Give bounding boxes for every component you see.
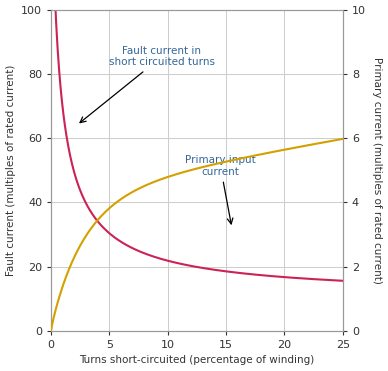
X-axis label: Turns short-circuited (percentage of winding): Turns short-circuited (percentage of win… (79, 355, 315, 365)
Y-axis label: Fault current (multiples of rated current): Fault current (multiples of rated curren… (5, 65, 16, 276)
Text: Fault current in
short circuited turns: Fault current in short circuited turns (80, 46, 215, 122)
Text: Primary input
current: Primary input current (185, 155, 256, 224)
Y-axis label: Primary current (multiples of rated current): Primary current (multiples of rated curr… (372, 57, 383, 284)
